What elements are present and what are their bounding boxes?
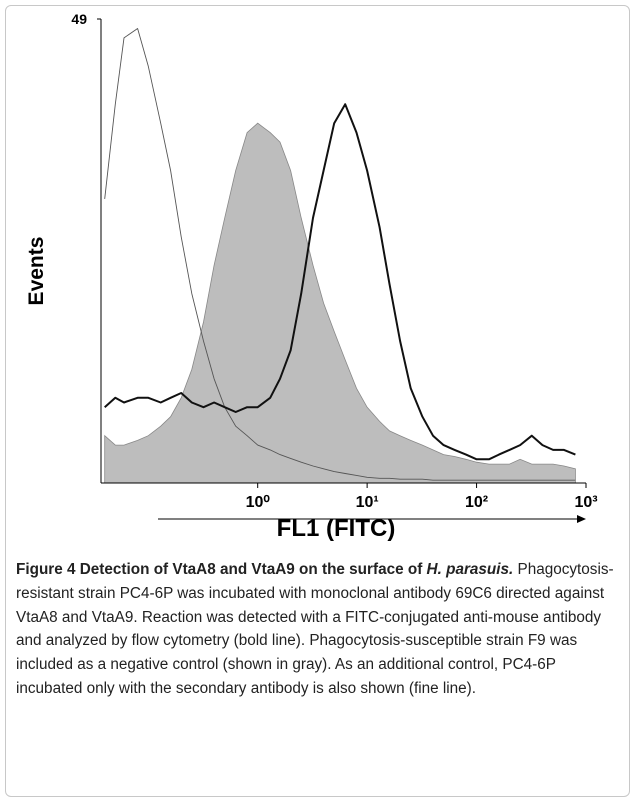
caption: Figure 4 Detection of VtaA8 and VtaA9 on… (16, 558, 616, 701)
caption-title: Figure 4 Detection of VtaA8 and VtaA9 on… (16, 561, 423, 578)
area (104, 122, 576, 484)
caption-species: H. parasuis. (426, 561, 514, 578)
y-axis-label: Events (25, 237, 48, 306)
line (104, 103, 576, 461)
x-arrow-head (577, 515, 586, 523)
x-tick-label: 10² (465, 494, 488, 511)
x-tick-label: 10⁰ (246, 494, 271, 511)
y-tick-label: 49 (71, 11, 87, 27)
x-tick-label: 10³ (574, 494, 597, 511)
x-tick-label: 10¹ (356, 494, 379, 511)
line (104, 28, 576, 481)
caption-text: Phagocytosis-resistant strain PC4-6P was… (16, 561, 614, 697)
figure: Events FL1 (FITC) 49 10⁰ 10¹ 10² 10³ Figure … (5, 5, 630, 797)
